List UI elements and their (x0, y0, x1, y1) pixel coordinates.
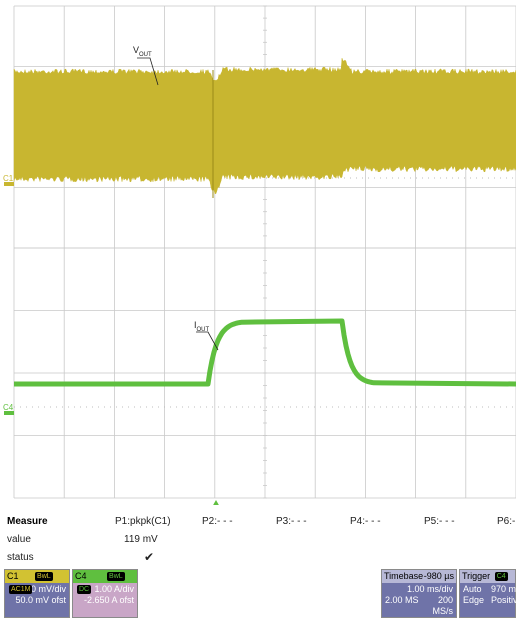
measure-row-value-label: value (7, 534, 31, 545)
param-p2[interactable]: P2:- - - (202, 516, 233, 527)
p1-value: 119 mV (124, 534, 158, 545)
c1-ground-arrow (4, 182, 14, 186)
c1-channel-descriptor[interactable]: C1 BwLAC1M 50.0 mV/div 50.0 mV ofst (4, 569, 70, 618)
measure-row-status-label: status (7, 552, 34, 563)
timebase-samples-rate: 2.00 MS 200 MS/s (385, 595, 453, 616)
c4-ground-marker[interactable]: C4 (3, 403, 14, 412)
param-p6[interactable]: P6:- - (497, 516, 516, 527)
vout-waveform (13, 58, 516, 195)
c4-amps-per-div: 1.00 A/div (94, 584, 134, 594)
c4-channel-descriptor[interactable]: C4 BwL DC 1.00 A/div -2.650 A ofst (72, 569, 138, 618)
trigger-label: Trigger (462, 571, 491, 581)
param-p1[interactable]: P1:pkpk(C1) (115, 516, 171, 527)
param-p5[interactable]: P5:- - - (424, 516, 455, 527)
c4-bwl-tag: BwL (107, 572, 125, 581)
c4-name: C4 (75, 571, 87, 581)
measure-title: Measure (7, 516, 48, 527)
c1-name: C1 (7, 571, 19, 581)
timebase-delay: -980 µs (423, 571, 454, 581)
vout-leader-line (137, 57, 159, 86)
p1-status-check-icon: ✔ (144, 550, 155, 564)
iout-label: IOUT (194, 320, 210, 333)
c1-coupling-tag: AC1M (9, 585, 33, 594)
scope-display[interactable]: VOUT IOUT C1 C4 (0, 0, 516, 507)
vout-label: VOUT (133, 45, 152, 58)
c1-volts-per-div: 50.0 mV/div (18, 584, 66, 594)
oscilloscope-grid (4, 5, 516, 507)
c1-bwl-tag: BwL (35, 572, 53, 581)
c4-offset: -2.650 A ofst (83, 595, 134, 605)
iout-leader-line (196, 331, 219, 351)
param-p3[interactable]: P3:- - - (276, 516, 307, 527)
timebase-label: Timebase (384, 571, 424, 581)
trigger-type-slope: EdgePositive (463, 595, 516, 605)
timebase-descriptor[interactable]: Timebase -980 µs 1.00 ms/div 2.00 MS 200 … (381, 569, 457, 618)
timebase-per-div: 1.00 ms/div (406, 584, 453, 594)
iout-waveform (14, 318, 516, 387)
trigger-position-marker (212, 500, 220, 507)
param-p4[interactable]: P4:- - - (350, 516, 381, 527)
c1-offset: 50.0 mV ofst (15, 595, 66, 605)
c4-ground-arrow (4, 411, 14, 415)
trigger-source-tag: C4 (494, 572, 508, 581)
measure-table: Measure value status P1:pkpk(C1) P2:- - … (0, 512, 516, 568)
c1-ground-marker[interactable]: C1 (3, 174, 14, 183)
c4-coupling-tag: DC (77, 585, 92, 594)
